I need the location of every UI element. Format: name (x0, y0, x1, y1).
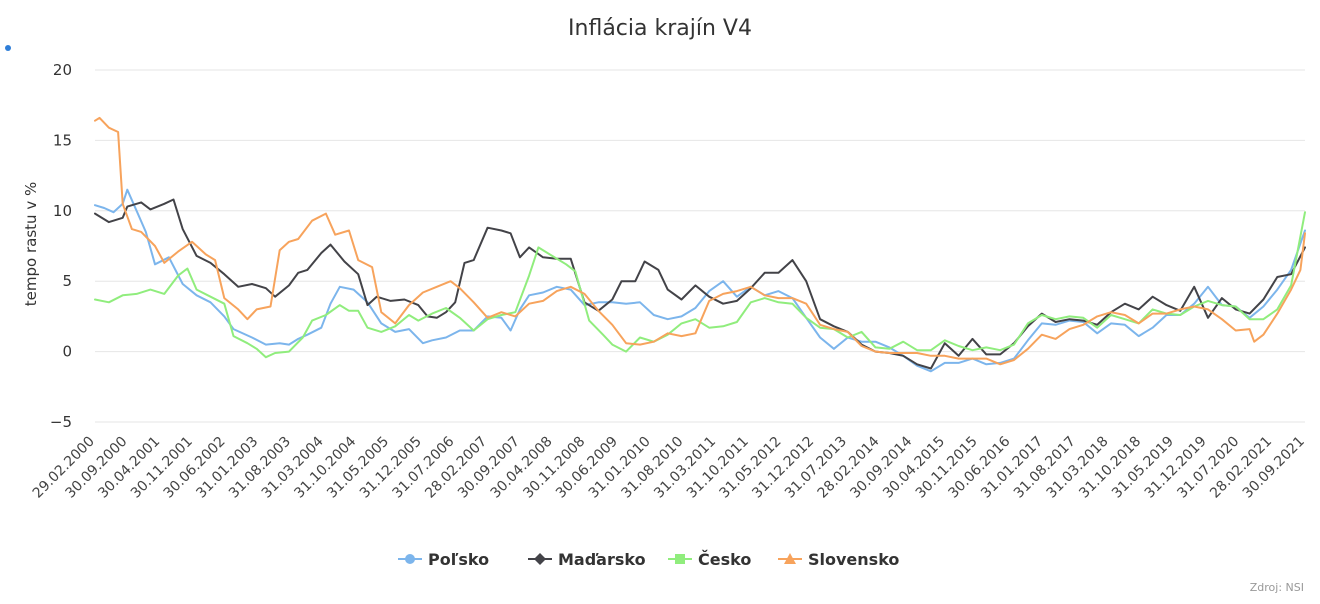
legend-item[interactable]: Maďarsko (528, 550, 646, 569)
series-line[interactable] (94, 211, 1306, 359)
legend-label: Poľsko (428, 550, 489, 569)
legend-item[interactable]: Slovensko (778, 550, 899, 569)
legend-diamond-marker (534, 553, 546, 565)
series-lines (94, 116, 1306, 373)
context-menu-dot[interactable] (5, 45, 11, 51)
legend-label: Slovensko (808, 550, 899, 569)
series-line[interactable] (94, 198, 1306, 370)
y-tick-label: −5 (50, 413, 72, 431)
chart-title: Inflácia krajín V4 (568, 16, 752, 41)
y-axis-ticks: −5 0 5 10 15 20 (50, 61, 72, 431)
legend-label: Česko (698, 550, 751, 569)
legend-item[interactable]: Poľsko (398, 550, 489, 569)
y-tick-label: 10 (53, 202, 72, 220)
legend-circle-marker (405, 554, 415, 564)
y-tick-label: 0 (62, 343, 72, 361)
legend-label: Maďarsko (558, 550, 646, 569)
y-tick-label: 20 (53, 61, 72, 79)
grid (95, 69, 1305, 423)
legend-triangle-marker (784, 553, 796, 564)
y-tick-label: 5 (62, 272, 72, 290)
legend-item[interactable]: Česko (668, 550, 751, 569)
series-line[interactable] (94, 188, 1306, 373)
legend: Poľsko Maďarsko Česko Slovensko (398, 550, 899, 569)
x-axis-ticks: 29.02.200030.09.200030.04.200130.11.2001… (30, 433, 1308, 501)
series-line[interactable] (94, 116, 1306, 366)
y-tick-label: 15 (53, 131, 72, 149)
y-axis-label: tempo rastu v % (22, 182, 40, 306)
source-credits: Zdroj: NSI (1250, 581, 1304, 594)
legend-square-marker (675, 554, 685, 564)
